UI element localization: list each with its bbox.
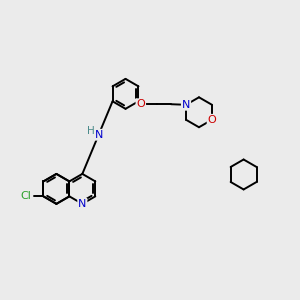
Text: N: N	[95, 130, 103, 140]
Text: Cl: Cl	[20, 191, 31, 201]
Text: N: N	[78, 199, 86, 209]
Text: N: N	[182, 100, 190, 110]
Text: O: O	[208, 115, 216, 125]
Text: H: H	[87, 126, 95, 136]
Text: O: O	[136, 99, 145, 109]
